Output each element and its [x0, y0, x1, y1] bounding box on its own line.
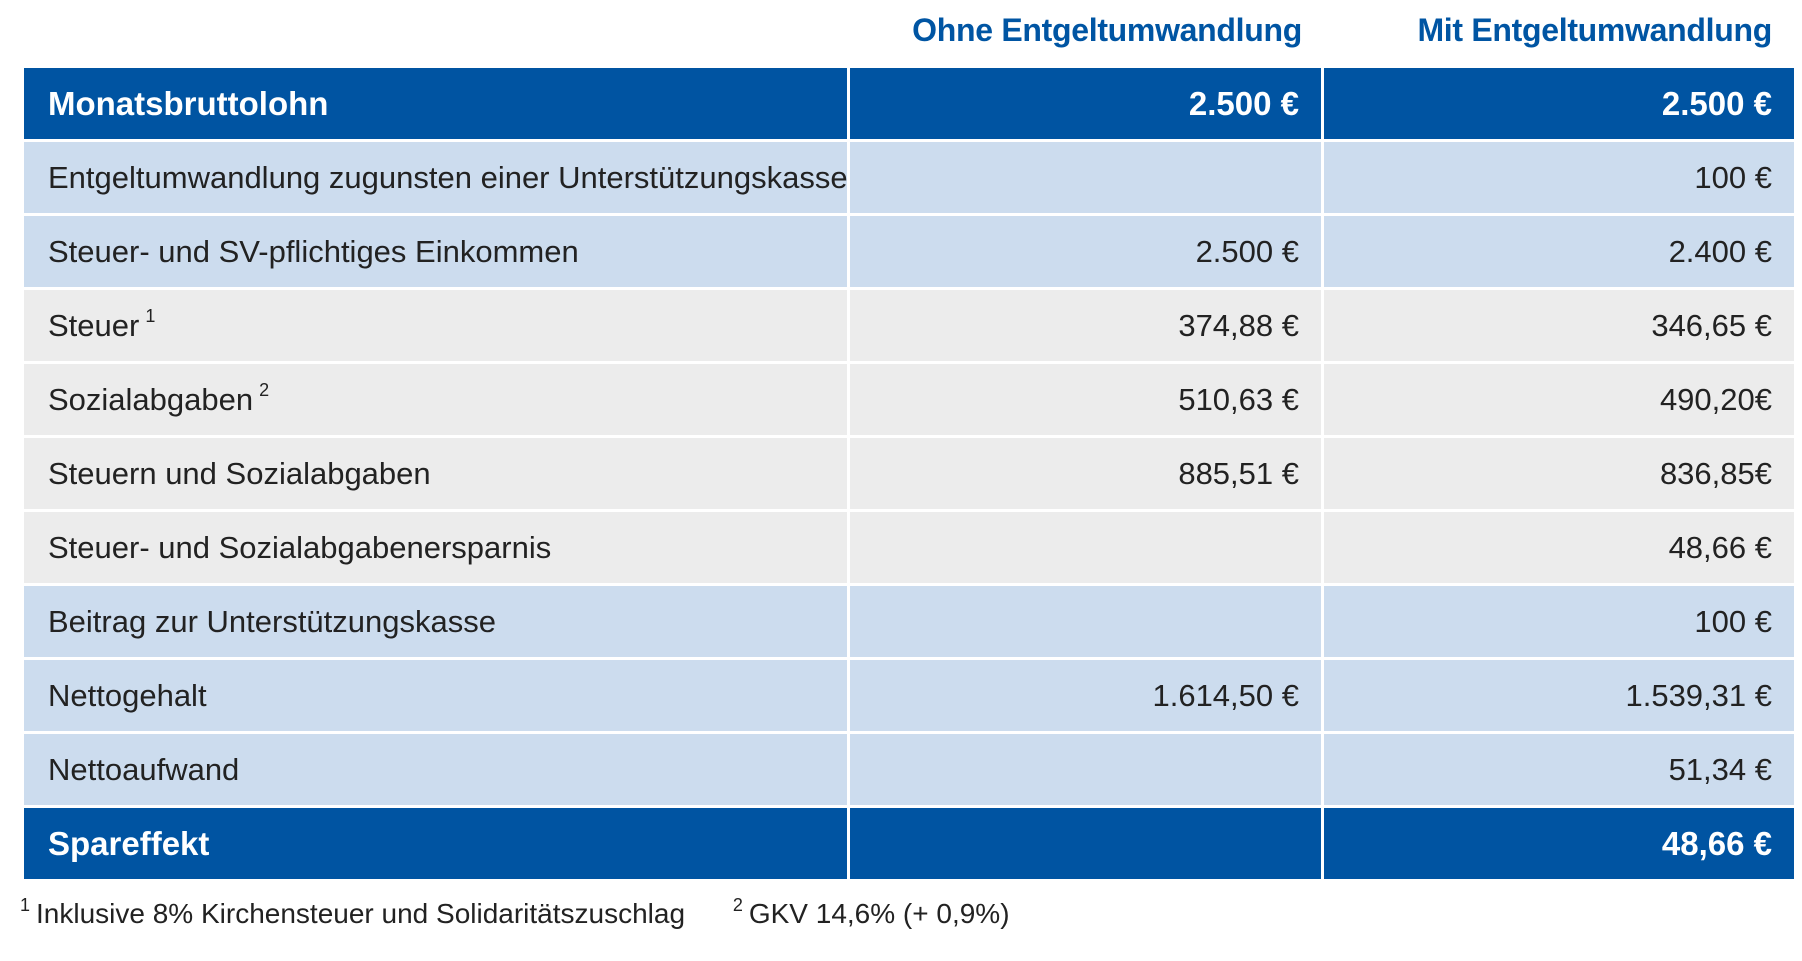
value-ohne-entgeltumwandlung: 374,88 € [850, 290, 1321, 361]
value-ohne-entgeltumwandlung [850, 512, 1321, 583]
row-label: Monatsbruttolohn [24, 68, 847, 139]
footnotes: 1 Inklusive 8% Kirchensteuer und Solidari… [20, 895, 1010, 930]
row-label-text: Nettoaufwand [48, 752, 240, 787]
row-label: Steuer 1 [24, 290, 847, 361]
footnote-1-mark: 1 [20, 895, 31, 915]
column-headers: Ohne Entgeltumwandlung Mit Entgeltumwand… [24, 0, 1794, 68]
value-mit-entgeltumwandlung: 836,85€ [1324, 438, 1794, 509]
column-header-ohne: Ohne Entgeltumwandlung [912, 12, 1302, 48]
footnote-2-mark: 2 [732, 895, 743, 915]
footnote-1: 1 Inklusive 8% Kirchensteuer und Solidari… [20, 895, 686, 929]
table-row: Steuer- und Sozialabgabenersparnis 48,66 … [24, 512, 1794, 583]
table-row: Entgeltumwandlung zugunsten einer Unters… [24, 142, 1794, 213]
row-label-text: Steuer- und Sozialabgabenersparnis [48, 530, 552, 565]
value-ohne-entgeltumwandlung: 885,51 € [850, 438, 1321, 509]
table-row: Steuer 1 374,88 €346,65 € [24, 290, 1794, 361]
row-label-text: Sozialabgaben [48, 382, 254, 417]
row-label-text: Spareffekt [48, 825, 210, 862]
row-label-text: Entgeltumwandlung zugunsten einer Unters… [48, 160, 847, 195]
row-label: Beitrag zur Unterstützungskasse [24, 586, 847, 657]
label-column-header-spacer [24, 0, 850, 68]
table-row: Spareffekt 48,66 € [24, 808, 1794, 879]
row-label: Steuer- und Sozialabgabenersparnis [24, 512, 847, 583]
value-mit-entgeltumwandlung: 490,20€ [1324, 364, 1794, 435]
row-label-text: Monatsbruttolohn [48, 85, 329, 122]
value-mit-entgeltumwandlung: 1.539,31 € [1324, 660, 1794, 731]
footnote-2: 2 GKV 14,6% (+ 0,9%) [732, 895, 1010, 929]
row-label: Entgeltumwandlung zugunsten einer Unters… [24, 142, 847, 213]
table-row: Nettogehalt 1.614,50 €1.539,31 € [24, 660, 1794, 731]
column-header-mit: Mit Entgeltumwandlung [1417, 12, 1772, 48]
row-label: Sozialabgaben 2 [24, 364, 847, 435]
row-label: Steuer- und SV-pflichtiges Einkommen [24, 216, 847, 287]
value-ohne-entgeltumwandlung [850, 142, 1321, 213]
value-ohne-entgeltumwandlung: 2.500 € [850, 216, 1321, 287]
row-label-text: Steuern und Sozialabgaben [48, 456, 431, 491]
row-label: Nettogehalt [24, 660, 847, 731]
value-ohne-entgeltumwandlung: 2.500 € [850, 68, 1321, 139]
table-row: Nettoaufwand 51,34 € [24, 734, 1794, 805]
value-ohne-entgeltumwandlung [850, 808, 1321, 879]
row-label-text: Nettogehalt [48, 678, 207, 713]
value-mit-entgeltumwandlung: 48,66 € [1324, 512, 1794, 583]
value-mit-entgeltumwandlung: 2.500 € [1324, 68, 1794, 139]
table-row: Sozialabgaben 2 510,63 €490,20€ [24, 364, 1794, 435]
value-mit-entgeltumwandlung: 100 € [1324, 142, 1794, 213]
value-mit-entgeltumwandlung: 346,65 € [1324, 290, 1794, 361]
row-label: Nettoaufwand [24, 734, 847, 805]
footnote-marker: 1 [145, 306, 156, 326]
table-row: Steuern und Sozialabgaben 885,51 €836,85€ [24, 438, 1794, 509]
footnote-marker: 2 [259, 380, 270, 400]
value-mit-entgeltumwandlung: 51,34 € [1324, 734, 1794, 805]
value-ohne-entgeltumwandlung [850, 734, 1321, 805]
footnote-1-text: Inklusive 8% Kirchensteuer und Solidarit… [36, 898, 686, 929]
value-ohne-entgeltumwandlung: 1.614,50 € [850, 660, 1321, 731]
row-label: Steuern und Sozialabgaben [24, 438, 847, 509]
value-mit-entgeltumwandlung: 100 € [1324, 586, 1794, 657]
table-row: Monatsbruttolohn 2.500 €2.500 € [24, 68, 1794, 139]
comparison-table: Monatsbruttolohn 2.500 €2.500 € Entgeltumw… [24, 68, 1794, 882]
table-row: Steuer- und SV-pflichtiges Einkommen 2.50… [24, 216, 1794, 287]
footnote-2-text: GKV 14,6% (+ 0,9%) [748, 898, 1010, 929]
row-label-text: Steuer- und SV-pflichtiges Einkommen [48, 234, 579, 269]
value-ohne-entgeltumwandlung: 510,63 € [850, 364, 1321, 435]
value-ohne-entgeltumwandlung [850, 586, 1321, 657]
row-label-text: Beitrag zur Unterstützungskasse [48, 604, 496, 639]
row-label: Spareffekt [24, 808, 847, 879]
value-mit-entgeltumwandlung: 2.400 € [1324, 216, 1794, 287]
table-row: Beitrag zur Unterstützungskasse 100 € [24, 586, 1794, 657]
row-label-text: Steuer [48, 308, 140, 343]
value-mit-entgeltumwandlung: 48,66 € [1324, 808, 1794, 879]
